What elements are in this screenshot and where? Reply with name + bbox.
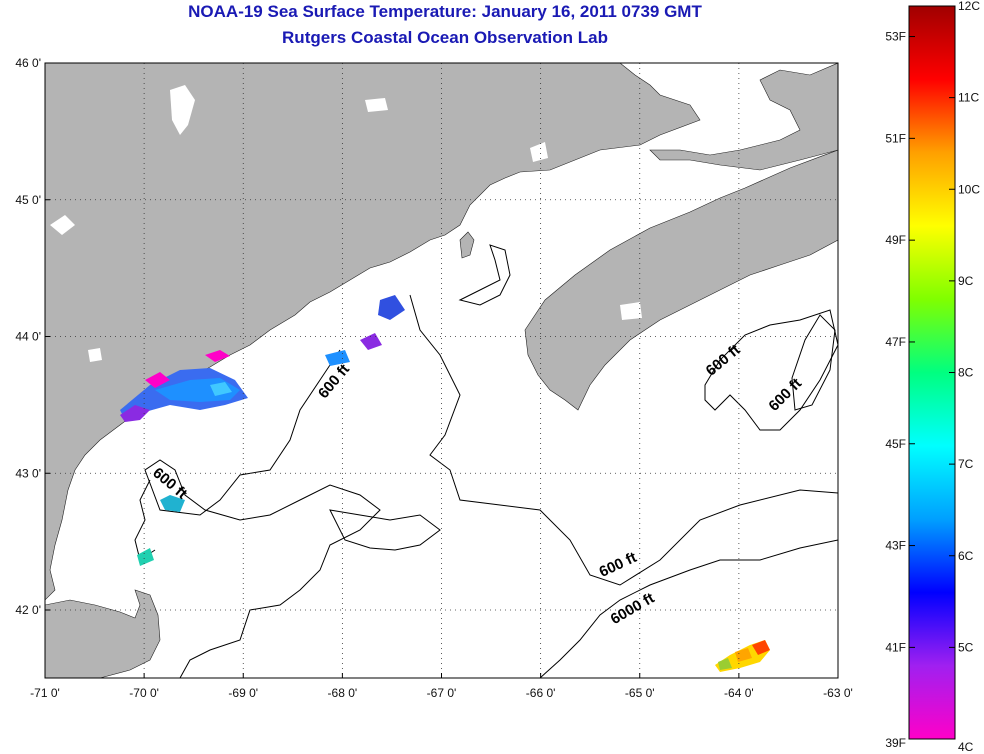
celsius-label: 7C xyxy=(958,457,974,471)
graticule xyxy=(45,63,838,678)
lat-tick-label: 42 0' xyxy=(15,603,41,617)
lon-tick-label: -70 0' xyxy=(129,686,159,700)
fahrenheit-label: 45F xyxy=(885,437,906,451)
fahrenheit-label: 53F xyxy=(885,30,906,44)
celsius-label: 4C xyxy=(958,740,974,754)
lake xyxy=(365,98,388,112)
celsius-label: 10C xyxy=(958,182,980,196)
lat-tick-label: 45 0' xyxy=(15,193,41,207)
map-title: NOAA-19 Sea Surface Temperature: January… xyxy=(188,2,702,21)
lake xyxy=(50,215,75,235)
fahrenheit-label: 41F xyxy=(885,640,906,654)
map-subtitle: Rutgers Coastal Ocean Observation Lab xyxy=(282,28,608,47)
fahrenheit-label: 43F xyxy=(885,539,906,553)
nova-scotia-land xyxy=(524,149,838,411)
fahrenheit-label: 49F xyxy=(885,233,906,247)
cape-cod-land xyxy=(45,589,161,678)
lake xyxy=(620,302,642,320)
cape-breton-land xyxy=(649,63,838,171)
lon-tick-label: -64 0' xyxy=(724,686,754,700)
celsius-label: 11C xyxy=(958,91,979,105)
sst-patches xyxy=(120,295,770,672)
celsius-label: 12C xyxy=(958,0,980,13)
depth-contours xyxy=(134,244,838,678)
lat-tick-label: 44 0' xyxy=(15,330,41,344)
lat-tick-label: 43 0' xyxy=(15,466,41,480)
fahrenheit-label: 51F xyxy=(885,131,906,145)
lon-tick-label: -66 0' xyxy=(526,686,556,700)
lake xyxy=(88,348,102,362)
colorbar-gradient xyxy=(908,5,956,740)
grand-manan-land xyxy=(459,231,475,259)
lat-tick-label: 46 0' xyxy=(15,56,41,70)
celsius-label: 6C xyxy=(958,549,974,563)
lon-tick-label: -69 0' xyxy=(228,686,258,700)
fahrenheit-label: 47F xyxy=(885,335,906,349)
lake xyxy=(170,85,195,135)
lon-tick-label: -71 0' xyxy=(30,686,60,700)
mainland-land xyxy=(45,63,701,601)
lon-tick-label: -67 0' xyxy=(427,686,457,700)
lon-tick-label: -63 0' xyxy=(823,686,853,700)
lon-tick-label: -65 0' xyxy=(625,686,655,700)
lon-tick-label: -68 0' xyxy=(328,686,358,700)
celsius-label: 5C xyxy=(958,640,974,654)
axis-ticks: -71 0' -70 0' -69 0' -68 0' -67 0' -66 0' -65 … xyxy=(15,56,852,700)
lake xyxy=(530,142,548,162)
celsius-label: 8C xyxy=(958,366,974,380)
fahrenheit-label: 39F xyxy=(885,736,906,750)
celsius-label: 9C xyxy=(958,274,974,288)
